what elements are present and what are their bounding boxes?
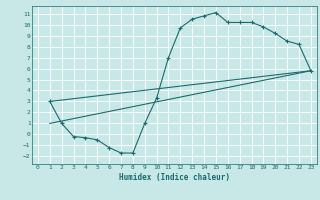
X-axis label: Humidex (Indice chaleur): Humidex (Indice chaleur) (119, 173, 230, 182)
